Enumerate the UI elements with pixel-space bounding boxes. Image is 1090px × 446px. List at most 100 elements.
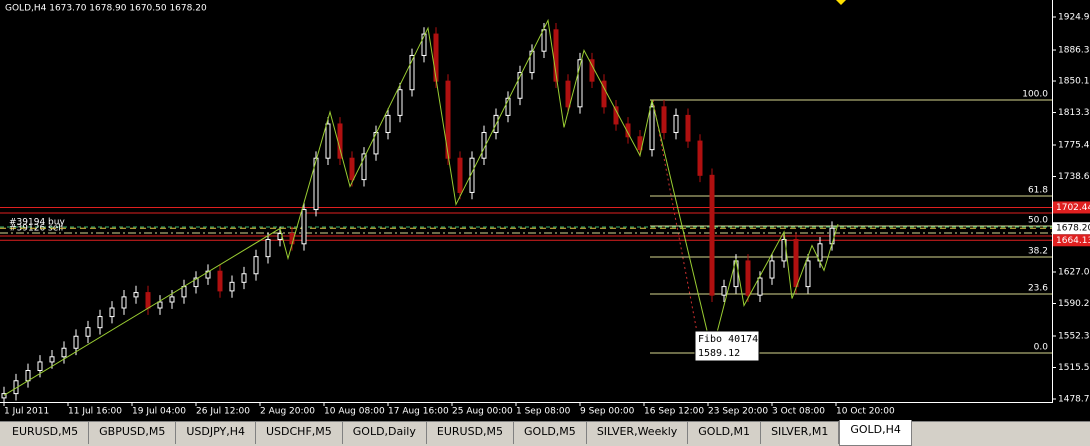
price-label: 1678.20 — [1056, 224, 1090, 234]
fibo-level-label: 23.6 — [1028, 283, 1048, 293]
x-tick-label: 23 Sep 20:00 — [708, 407, 768, 417]
candle-body — [25, 369, 31, 382]
chart-tab[interactable]: SILVER,Weekly — [587, 422, 689, 444]
candle-body — [181, 286, 187, 298]
fibo-level-label: 0.0 — [1034, 343, 1049, 353]
marker — [836, 0, 846, 5]
x-tick-label: 9 Sep 00:00 — [580, 407, 635, 417]
y-tick-label: 1850.15 — [1058, 77, 1090, 87]
background — [0, 0, 1090, 421]
candle-body — [169, 296, 175, 303]
chart-tab[interactable]: GOLD,H4 — [839, 420, 912, 446]
price-label: 1702.44 — [1056, 203, 1090, 213]
order-label: #39126 sell — [9, 224, 63, 234]
price-label-bg — [1053, 201, 1090, 214]
candle-body — [685, 114, 691, 142]
y-tick-label: 1590.25 — [1058, 299, 1090, 309]
candle-body — [625, 123, 631, 138]
candle-body — [589, 59, 595, 82]
candle-body — [745, 260, 751, 296]
candle-body — [793, 239, 799, 288]
chart-tab[interactable]: EURUSD,M5 — [2, 422, 90, 444]
x-tick-label: 10 Aug 08:00 — [324, 407, 385, 417]
chart-tab[interactable]: USDJPY,H4 — [176, 422, 256, 444]
candle-body — [301, 209, 307, 245]
chart-tab[interactable]: USDCHF,M5 — [256, 422, 343, 444]
candle-body — [565, 80, 571, 108]
chart-tab[interactable]: SILVER,M1 — [761, 422, 840, 444]
candle-body — [85, 327, 91, 337]
x-tick-label: 3 Oct 08:00 — [772, 407, 825, 417]
candle-body — [769, 260, 775, 279]
candle-body — [49, 356, 55, 363]
x-tick-label: 25 Aug 00:00 — [452, 407, 513, 417]
candle-body — [193, 277, 199, 288]
fibo-label: Fibo 40174 — [698, 334, 758, 345]
chart-tab[interactable]: GOLD,Daily — [343, 422, 427, 444]
y-tick-label: 1775.40 — [1058, 141, 1090, 151]
y-tick-label: 1552.30 — [1058, 331, 1090, 341]
candle-body — [661, 106, 667, 134]
y-tick-label: 1478.70 — [1058, 395, 1090, 405]
candle-body — [133, 292, 139, 298]
candle-body — [265, 239, 271, 258]
candle-body — [421, 33, 427, 56]
candle-body — [241, 273, 247, 283]
fibo-label-box — [694, 330, 760, 362]
price-label-bg — [1053, 222, 1090, 235]
candle-body — [349, 157, 355, 181]
candle-body — [205, 270, 211, 279]
candle-body — [73, 335, 79, 349]
candle-body — [61, 347, 67, 358]
candle-body — [577, 59, 583, 108]
candle-body — [805, 260, 811, 288]
chart-tab[interactable]: EURUSD,M5 — [427, 422, 515, 444]
candle-body — [409, 54, 415, 91]
candle-body — [397, 89, 403, 116]
candle-body — [229, 281, 235, 292]
fibo-price-label: 1589.12 — [698, 348, 740, 359]
candle-body — [121, 296, 127, 309]
chart-tab[interactable]: GOLD,M1 — [688, 422, 762, 444]
y-tick-label: 1813.35 — [1058, 108, 1090, 118]
order-label: #39194 buy — [9, 218, 65, 228]
candle-body — [637, 136, 643, 151]
y-tick-label: 1627.05 — [1058, 268, 1090, 278]
candle-body — [325, 123, 331, 159]
candle-body — [829, 227, 835, 245]
candle-body — [433, 33, 439, 82]
chart-title: GOLD,H4 1673.70 1678.90 1670.50 1678.20 — [5, 4, 207, 14]
x-tick-label: 17 Aug 16:00 — [388, 407, 449, 417]
candle-body — [517, 72, 523, 99]
y-tick-label: 1738.60 — [1058, 172, 1090, 182]
x-tick-label: 26 Jul 12:00 — [196, 407, 250, 417]
candle-body — [721, 286, 727, 296]
x-tick-label: 19 Jul 04:00 — [132, 407, 186, 417]
candle-body — [37, 361, 43, 371]
fibo-trendline — [652, 99, 698, 333]
x-tick-label: 16 Sep 12:00 — [644, 407, 704, 417]
candle-body — [1, 393, 7, 399]
y-tick-label: 1886.35 — [1058, 46, 1090, 56]
chart-tab[interactable]: GOLD,M5 — [514, 422, 587, 444]
candle-body — [385, 114, 391, 134]
candle-body — [673, 114, 679, 134]
candle-body — [553, 29, 559, 82]
candle-body — [649, 106, 655, 151]
candle-body — [505, 97, 511, 116]
chart-tab[interactable]: GBPUSD,M5 — [89, 422, 177, 444]
candle-body — [361, 153, 367, 181]
candle-body — [145, 292, 151, 309]
y-tick-label: 1924.95 — [1058, 12, 1090, 22]
candle-body — [757, 277, 763, 296]
candle-body — [601, 80, 607, 108]
x-tick-label: 2 Aug 20:00 — [260, 407, 315, 417]
candle-body — [445, 80, 451, 159]
x-tick-label: 1 Jul 2011 — [4, 407, 49, 417]
chart: GOLD,H4 1673.70 1678.90 1670.50 1678.20 … — [0, 0, 1090, 421]
fibo-level-label: 61.8 — [1028, 186, 1048, 196]
fibo-level-label: 38.2 — [1028, 246, 1048, 256]
candle-body — [109, 307, 115, 318]
candle-body — [97, 316, 103, 329]
